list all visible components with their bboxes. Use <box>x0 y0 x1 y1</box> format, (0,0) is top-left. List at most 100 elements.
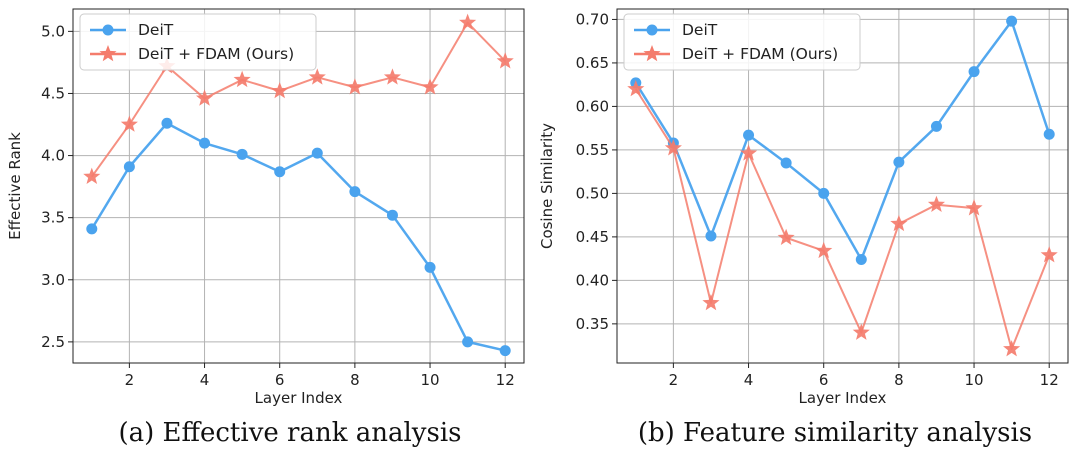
x-tick-label: 12 <box>1040 371 1059 389</box>
data-point-star <box>627 80 645 97</box>
data-point-star <box>1040 246 1058 263</box>
data-point-star <box>233 70 251 88</box>
y-axis-label: Cosine Similarity <box>538 123 556 249</box>
y-tick-label: 5.0 <box>41 22 65 40</box>
data-point-star <box>1003 340 1021 357</box>
series-line <box>634 19 1051 261</box>
data-point-star <box>459 13 477 30</box>
legend-marker-star <box>643 45 661 62</box>
x-tick-label: 4 <box>200 371 210 389</box>
caption-a: (a) Effective rank analysis <box>118 418 461 448</box>
legend-box <box>623 13 861 71</box>
data-point-circle <box>818 187 830 199</box>
data-point-circle <box>386 209 398 221</box>
series-deit-fdam <box>627 80 1058 357</box>
data-point-circle <box>968 66 980 78</box>
series-deit <box>630 15 1055 265</box>
x-tick-label: 12 <box>496 371 515 389</box>
series-deit <box>86 117 511 357</box>
data-point-circle <box>236 148 248 160</box>
data-point-star <box>120 115 138 132</box>
x-tick-label: 6 <box>275 371 285 389</box>
data-point-circle <box>1043 128 1055 140</box>
data-point-star <box>777 228 795 246</box>
legend-label: DeiT <box>138 21 174 39</box>
series-line <box>90 21 506 178</box>
x-tick-label: 8 <box>894 371 904 389</box>
legend: DeiT DeiT + FDAM (Ours) <box>623 13 861 71</box>
series-line <box>634 88 1051 351</box>
chart-effective-rank: 2 4 6 8 10 12 2.5 3.0 3.5 4.0 4.5 5.0 Layer Index Eff… <box>6 8 525 407</box>
y-tick-label: 2.5 <box>41 333 65 351</box>
y-tick-label: 0.70 <box>576 10 609 28</box>
data-point-star <box>739 144 758 161</box>
legend-marker-circle <box>646 24 658 36</box>
data-point-star <box>308 68 326 85</box>
legend-marker-star <box>99 45 117 62</box>
x-tick-label: 10 <box>964 371 983 389</box>
x-tick-label: 2 <box>669 371 679 389</box>
legend-label: DeiT + FDAM (Ours) <box>682 45 838 63</box>
data-point-star <box>927 195 946 212</box>
x-tick-label: 8 <box>350 371 360 389</box>
data-point-circle <box>743 129 755 141</box>
data-point-star <box>83 167 101 184</box>
data-point-circle <box>893 156 905 168</box>
x-tick-label: 10 <box>420 371 439 389</box>
y-tick-label: 4.5 <box>41 84 65 102</box>
y-tick-label: 0.50 <box>576 184 609 202</box>
x-axis-label: Layer Index <box>799 389 887 407</box>
chart-cosine-similarity: 2 4 6 8 10 12 0.35 0.40 0.45 0.50 0.55 0.60 0.65 0.70… <box>538 8 1069 407</box>
data-point-circle <box>705 230 717 242</box>
data-point-circle <box>349 186 361 198</box>
y-tick-label: 0.45 <box>576 228 609 246</box>
plot-frame <box>616 8 1069 364</box>
data-point-circle <box>1006 15 1018 27</box>
y-tick-label: 0.60 <box>576 97 609 115</box>
legend-label: DeiT + FDAM (Ours) <box>138 45 294 63</box>
data-point-circle <box>86 223 98 235</box>
data-point-star <box>702 293 720 311</box>
data-point-star <box>890 214 908 232</box>
legend-box <box>79 13 317 71</box>
y-tick-label: 3.5 <box>41 209 65 227</box>
data-point-star <box>965 199 983 216</box>
y-tick-label: 3.0 <box>41 271 65 289</box>
data-point-star <box>852 323 870 340</box>
y-tick-label: 0.55 <box>576 141 609 159</box>
data-point-circle <box>462 336 474 348</box>
data-point-circle <box>855 253 867 265</box>
data-point-circle <box>930 120 942 132</box>
x-tick-label: 6 <box>819 371 829 389</box>
y-axis-label: Effective Rank <box>6 132 24 240</box>
y-tick-label: 0.35 <box>576 315 609 333</box>
x-tick-label: 2 <box>125 371 135 389</box>
data-point-star <box>664 139 682 156</box>
legend-marker-circle <box>102 24 114 36</box>
data-point-circle <box>274 166 286 178</box>
data-point-star <box>496 52 514 69</box>
data-point-star <box>346 78 364 95</box>
data-point-star <box>383 68 402 85</box>
y-tick-label: 0.40 <box>576 271 609 289</box>
data-point-circle <box>424 261 436 273</box>
data-point-circle <box>780 157 792 169</box>
data-point-circle <box>311 147 323 159</box>
y-tick-label: 0.65 <box>576 54 609 72</box>
data-point-circle <box>123 161 135 173</box>
data-point-star <box>421 78 439 95</box>
plot-frame <box>72 8 525 364</box>
data-point-circle <box>499 345 511 357</box>
data-point-star <box>815 241 833 259</box>
data-point-star <box>195 89 214 106</box>
data-point-circle <box>199 137 211 149</box>
x-axis-label: Layer Index <box>255 389 343 407</box>
x-tick-label: 4 <box>744 371 754 389</box>
data-point-star <box>271 81 289 99</box>
legend: DeiT DeiT + FDAM (Ours) <box>79 13 317 71</box>
series-line <box>90 122 506 352</box>
legend-label: DeiT <box>682 21 718 39</box>
data-point-circle <box>161 117 173 129</box>
y-tick-label: 4.0 <box>41 147 65 165</box>
